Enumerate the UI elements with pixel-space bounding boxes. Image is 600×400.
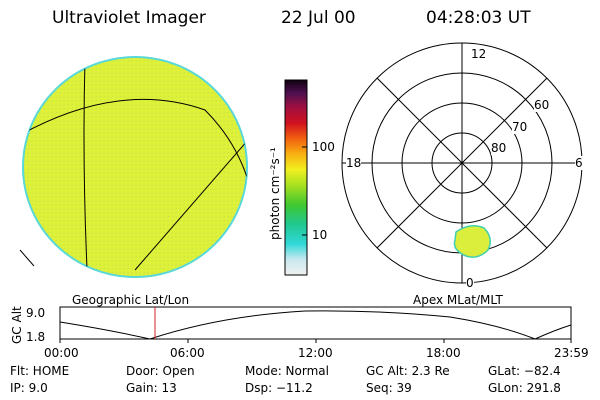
geographic-caption: Geographic Lat/Lon: [72, 293, 190, 307]
info-glat: GLat: −82.4: [488, 364, 561, 378]
info-seq: Seq: 39: [366, 381, 412, 395]
lat-label-70: 70: [512, 120, 528, 134]
colorbar-label-10: 10: [312, 228, 328, 242]
date-label: 22 Jul 00: [281, 8, 356, 28]
altitude-tick-high: 9.0: [26, 306, 46, 320]
info-mode: Mode: Normal: [245, 364, 329, 378]
colorbar-gradient: [284, 79, 308, 276]
mlt-label-12: 12: [471, 47, 487, 61]
geographic-grid: [23, 59, 247, 277]
auroral-oval: [453, 225, 491, 258]
earth-disk: [22, 56, 248, 278]
info-glon: GLon: 291.8: [488, 381, 561, 395]
info-door: Door: Open: [126, 364, 195, 378]
info-dsp: Dsp: −11.2: [245, 381, 313, 395]
lat-label-60: 60: [534, 98, 550, 112]
time-tick-0000: 00:00: [44, 346, 79, 360]
time-label: 04:28:03 UT: [426, 8, 531, 28]
grid-line-outside: [19, 249, 35, 267]
time-tick-1800: 18:00: [426, 346, 461, 360]
instrument-title: Ultraviolet Imager: [52, 8, 206, 28]
mlt-line-diag2: [376, 77, 548, 249]
apex-caption: Apex MLat/MLT: [413, 293, 503, 307]
time-tick-0600: 06:00: [170, 346, 205, 360]
altitude-curve: [59, 310, 572, 340]
info-gain: Gain: 13: [126, 381, 177, 395]
mlt-label-18: 18: [346, 156, 362, 170]
altitude-tick-low: 1.8: [26, 330, 46, 344]
info-gc-alt: GC Alt: 2.3 Re: [366, 364, 450, 378]
colorbar-label-100: 100: [312, 140, 335, 154]
time-tick-2359: 23:59: [554, 346, 589, 360]
lat-label-80: 80: [491, 141, 507, 155]
info-flt: Flt: HOME: [10, 364, 70, 378]
info-ip: IP: 9.0: [10, 381, 48, 395]
mlt-label-6: 6: [575, 156, 583, 170]
mlt-label-0: 0: [466, 276, 474, 290]
time-tick-1200: 12:00: [298, 346, 333, 360]
altitude-frame: [59, 306, 572, 340]
